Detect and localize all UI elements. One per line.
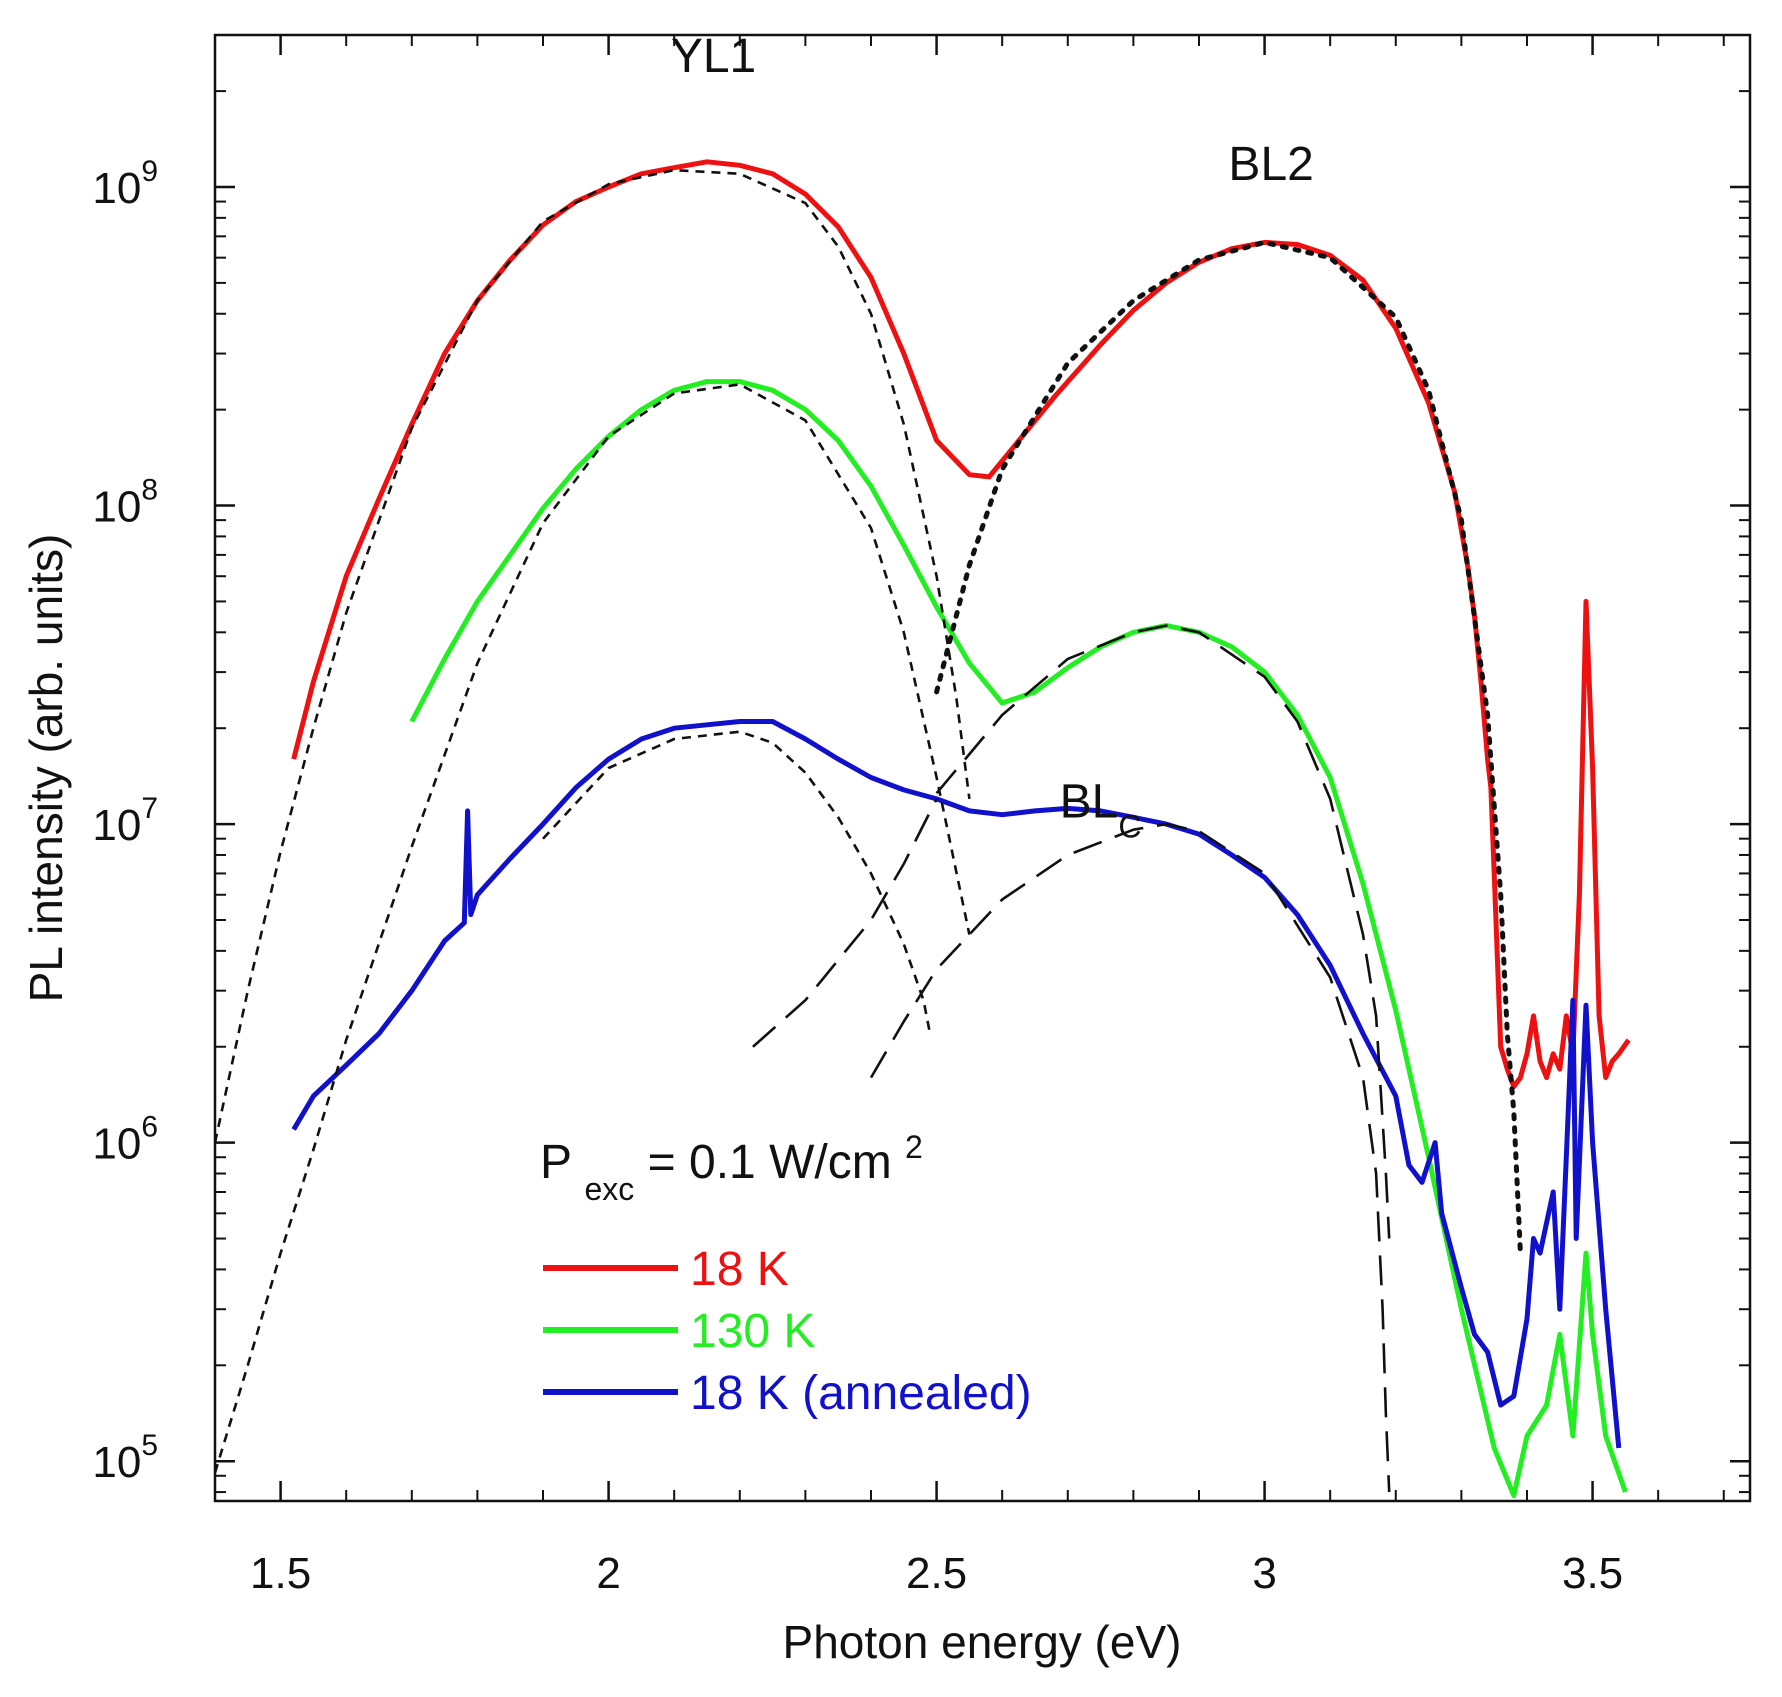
x-tick-label: 3: [1252, 1549, 1276, 1598]
y-tick-exponent: 5: [141, 1429, 158, 1462]
pexc-symbol: P: [540, 1136, 571, 1189]
excitation-power-label: P exc = 0.1 W/cm 2: [540, 1129, 923, 1211]
series-layer: [215, 159, 1631, 1499]
annotation-text: BL: [1060, 775, 1119, 828]
series-18-k-annealed: [291, 719, 1622, 1449]
series-yl1-fit-18-k: [215, 168, 971, 1143]
series-bl-c-fit-annealed: [869, 822, 1391, 1493]
y-tick-exponent: 9: [141, 155, 158, 188]
annotation-text: YL1: [671, 30, 756, 83]
y-tick-label: 106: [92, 1111, 158, 1169]
legend-label-130-k: 130 K: [690, 1305, 815, 1358]
legend: 18 K 130 K 18 K (annealed): [543, 1243, 1032, 1420]
pexc-superscript: 2: [905, 1129, 923, 1165]
y-tick-label: 109: [92, 155, 158, 213]
y-tick-label: 105: [92, 1429, 158, 1487]
x-tick-label: 2: [596, 1549, 620, 1598]
series-yl1-fit-annealed: [542, 730, 932, 1034]
annotations: YL1 BL2 BLC: [671, 30, 1314, 845]
legend-label-18-k: 18 K: [690, 1243, 789, 1296]
y-tick-base: 10: [92, 1438, 141, 1487]
legend-label-18-k-annealed: 18 K (annealed): [690, 1367, 1032, 1420]
x-axis-title: Photon energy (eV): [783, 1616, 1182, 1668]
y-tick-base: 10: [92, 483, 141, 532]
tick-layer: [215, 34, 1750, 1501]
x-tick-label: 1.5: [250, 1549, 311, 1598]
y-tick-base: 10: [92, 164, 141, 213]
y-tick-exponent: 7: [141, 792, 158, 825]
y-tick-label: 107: [92, 792, 158, 850]
x-tick-labels: 1.5 2 2.5 3 3.5: [250, 1549, 1623, 1598]
pexc-value: = 0.1 W/cm: [648, 1136, 892, 1189]
x-tick-label: 3.5: [1562, 1549, 1623, 1598]
x-tick-label: 2.5: [906, 1549, 967, 1598]
series-bl2-fit-18-k: [934, 239, 1523, 1256]
series-bl-c-fit-rise-annealed: [752, 798, 938, 1048]
pexc-subscript: exc: [585, 1171, 635, 1207]
annotation-blc: BLC: [1060, 775, 1142, 844]
annotation-yl1: YL1: [671, 30, 756, 83]
annotation-subscript: C: [1118, 808, 1141, 844]
series-bl-c-fit-130-k: [935, 624, 1391, 1239]
series-18-k: [291, 159, 1631, 1090]
series-yl1-fit-130-k: [215, 383, 971, 1474]
annotation-text: BL2: [1228, 138, 1313, 191]
y-axis-title: PL intensity (arb. units): [20, 534, 72, 1003]
plot-frame: [213, 33, 1752, 1503]
y-tick-exponent: 6: [141, 1111, 158, 1144]
y-tick-base: 10: [92, 1120, 141, 1169]
y-tick-exponent: 8: [141, 474, 158, 507]
annotation-bl2: BL2: [1228, 138, 1313, 191]
y-tick-label: 108: [92, 474, 158, 532]
y-tick-base: 10: [92, 801, 141, 850]
